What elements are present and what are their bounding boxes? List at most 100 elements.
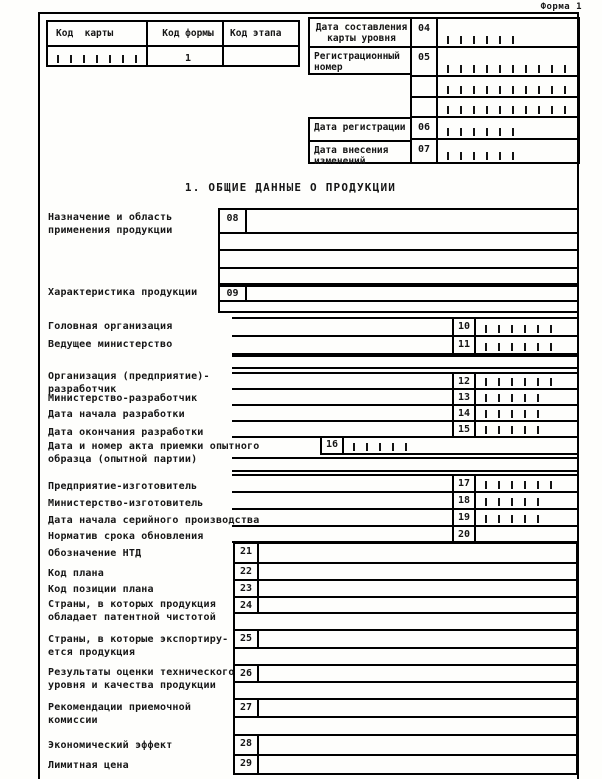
field-label-23: Код позиции плана — [48, 584, 154, 595]
field-code-15: 15 — [452, 422, 476, 438]
row-04: 04 — [412, 19, 578, 48]
fill-ticks-04 — [447, 36, 575, 44]
field-code-13: 13 — [452, 390, 476, 406]
row-21: 21 — [235, 544, 576, 564]
tick-mark — [499, 36, 501, 44]
fill-ticks-11 — [485, 343, 575, 351]
row-28: 28 — [235, 736, 576, 756]
tick-mark — [499, 86, 501, 94]
entry-area-27-cont — [235, 718, 576, 734]
form-code-header: Код формы — [148, 22, 224, 45]
entry-box-08-row3 — [220, 251, 577, 269]
tick-mark — [447, 36, 449, 44]
row-13: 13 — [232, 390, 578, 406]
entry-box-09-row1: 09 — [220, 287, 577, 302]
tick-mark — [498, 378, 500, 386]
entry-area-26 — [259, 666, 576, 681]
row-19: 19 — [232, 510, 578, 527]
row-16-tail-line — [452, 437, 578, 455]
field-code-12: 12 — [452, 374, 476, 390]
tick-mark — [524, 343, 526, 351]
field-label-08: Назначение и область применения продукции — [48, 212, 173, 236]
tick-mark — [524, 410, 526, 418]
tick-mark — [135, 55, 137, 63]
row-25-cont — [235, 649, 576, 666]
tick-mark — [498, 410, 500, 418]
tick-mark — [537, 426, 539, 434]
entry-box-08-row2 — [220, 234, 577, 251]
card-code-table: Код карты Код формы Код этапа 1 — [46, 20, 300, 67]
entry-area-23 — [259, 581, 576, 596]
tick-mark — [525, 65, 527, 73]
tick-mark — [511, 410, 513, 418]
entry-area-08 — [247, 210, 577, 232]
tick-mark — [366, 443, 368, 451]
fill-ticks-19 — [485, 515, 575, 523]
tick-mark — [460, 106, 462, 114]
date-labels-box-bottom: Дата регистрации Дата внесения изменений — [308, 117, 412, 167]
tick-mark — [498, 481, 500, 489]
entry-cell-13 — [476, 390, 578, 406]
entry-cell-10 — [476, 319, 578, 337]
field-label-22: Код плана — [48, 568, 104, 579]
entry-area-21 — [259, 544, 576, 562]
entry-cell-11 — [476, 337, 578, 355]
tick-mark — [538, 86, 540, 94]
tick-mark — [524, 378, 526, 386]
tick-mark — [538, 106, 540, 114]
entry-area-25 — [259, 631, 576, 647]
row-24: 24 — [235, 598, 576, 614]
tick-mark — [550, 378, 552, 386]
row-27-cont — [235, 718, 576, 736]
field-label-04: Дата составления карты уровня — [310, 19, 412, 48]
tick-mark — [460, 65, 462, 73]
field-code-16: 16 — [320, 437, 344, 455]
field-label-06: Дата регистрации — [310, 119, 412, 142]
field-code-07: 07 — [412, 140, 438, 162]
fill-ticks-18 — [485, 498, 575, 506]
fill-ticks-13 — [485, 394, 575, 402]
field-label-17: Предприятие-изготовитель — [48, 481, 198, 492]
entry-cell-04 — [438, 19, 578, 46]
entry-cell-20 — [476, 527, 578, 543]
entry-cell-06 — [438, 118, 578, 138]
entry-cell-15 — [476, 422, 578, 438]
tick-mark — [447, 65, 449, 73]
tick-mark — [499, 152, 501, 160]
tick-mark — [473, 36, 475, 44]
fill-ticks-06 — [447, 128, 575, 136]
fill-ticks-14 — [485, 410, 575, 418]
tick-mark — [525, 106, 527, 114]
field-code-04: 04 — [412, 19, 438, 46]
field-code-18: 18 — [452, 493, 476, 510]
field-code-28: 28 — [235, 736, 259, 754]
registration-code-block: 04 05 06 07 — [410, 17, 580, 164]
tick-mark — [524, 426, 526, 434]
field-code-blank — [412, 98, 438, 116]
entry-area-28 — [259, 736, 576, 754]
tick-mark — [511, 378, 513, 386]
tick-mark — [353, 443, 355, 451]
tick-mark — [485, 498, 487, 506]
date-labels-box-top: Дата составления карты уровня Регистрацио… — [308, 17, 412, 75]
tick-mark — [537, 515, 539, 523]
row-29: 29 — [235, 756, 576, 773]
tick-mark — [499, 106, 501, 114]
row-14: 14 — [232, 406, 578, 422]
tick-mark — [486, 128, 488, 136]
field-code-09: 09 — [220, 287, 247, 300]
field-code-08: 08 — [220, 210, 247, 232]
tick-mark — [524, 394, 526, 402]
field-code-06: 06 — [412, 118, 438, 138]
tick-mark — [564, 106, 566, 114]
tick-mark — [524, 515, 526, 523]
row-26-cont — [235, 683, 576, 700]
tick-mark — [525, 86, 527, 94]
field-label-25: Страны, в которые экспортиру-ется продук… — [48, 634, 229, 658]
row-24-cont — [235, 614, 576, 631]
entry-area-25-cont — [235, 649, 576, 664]
tick-mark — [537, 325, 539, 333]
field-code-21: 21 — [235, 544, 259, 562]
section-title: 1. ОБЩИЕ ДАННЫЕ О ПРОДУКЦИИ — [184, 181, 397, 194]
row-06: 06 — [412, 118, 578, 140]
